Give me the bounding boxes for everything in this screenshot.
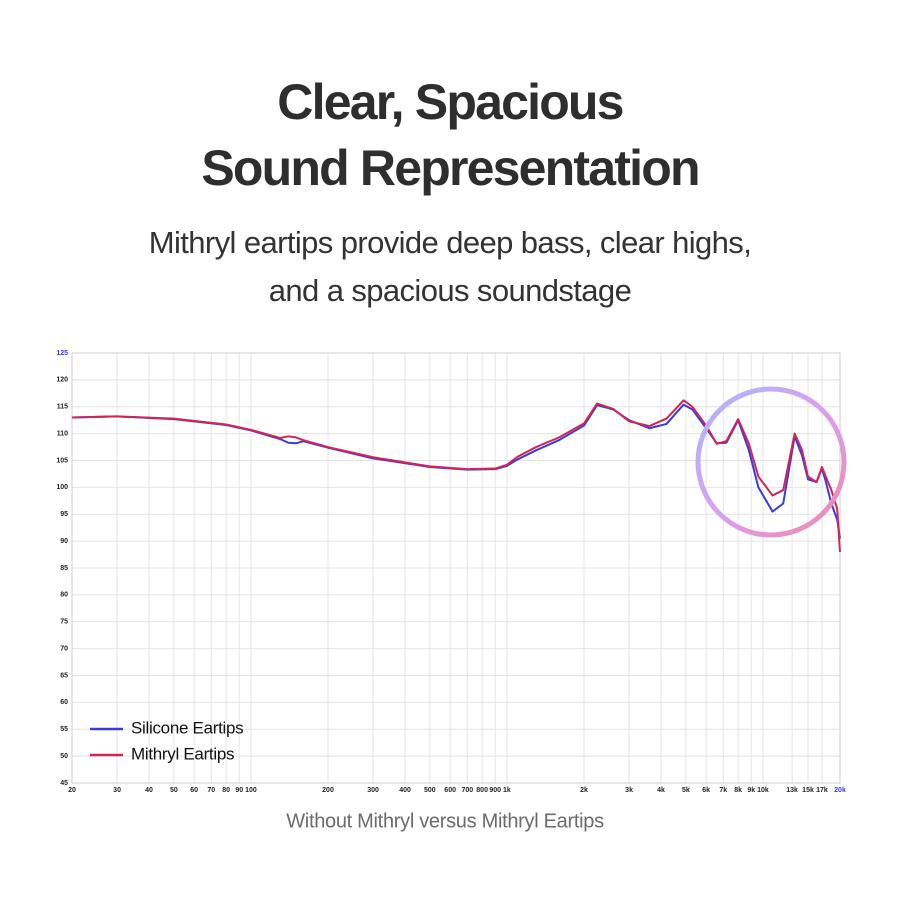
x-tick-label: 700 xyxy=(461,787,473,794)
x-tick-label: 70 xyxy=(207,787,215,794)
x-tick-label: 30 xyxy=(113,787,121,794)
y-tick-label: 45 xyxy=(60,780,68,787)
y-tick-label: 110 xyxy=(57,430,68,437)
x-tick-label: 10k xyxy=(757,787,769,794)
highlight-ring xyxy=(695,386,847,538)
x-tick-label: 50 xyxy=(170,787,178,794)
x-tick-label: 7k xyxy=(719,787,727,794)
x-tick-label: 20 xyxy=(68,787,76,794)
y-tick-label: 115 xyxy=(57,404,68,411)
x-tick-label: 200 xyxy=(322,787,334,794)
x-tick-label: 100 xyxy=(245,787,257,794)
y-tick-label: 60 xyxy=(60,699,68,706)
y-tick-label: 55 xyxy=(60,726,68,733)
x-tick-label: 900 xyxy=(489,787,501,794)
title-line: Sound Representation xyxy=(201,140,698,196)
x-tick-label: 20k xyxy=(834,787,846,794)
y-tick-label: 90 xyxy=(60,538,68,545)
x-tick-label: 800 xyxy=(476,787,488,794)
x-tick-label: 15k xyxy=(802,787,814,794)
x-tick-label: 1k xyxy=(503,787,511,794)
subtitle-line: Mithryl eartips provide deep bass, clear… xyxy=(149,225,751,260)
x-tick-label: 2k xyxy=(580,787,588,794)
y-tick-label: 120 xyxy=(56,377,68,384)
x-tick-label: 9k xyxy=(747,787,755,794)
y-tick-label: 85 xyxy=(60,565,68,572)
x-tick-label: 4k xyxy=(657,787,665,794)
x-tick-label: 3k xyxy=(625,787,633,794)
y-tick-label: 80 xyxy=(60,592,68,599)
plot: 45 50 55 60 65 70 75 80 85 90 95 100 105 110 115 120 125… xyxy=(56,350,846,794)
y-tick-label: 105 xyxy=(56,457,68,464)
x-tick-label: 6k xyxy=(702,787,710,794)
x-tick-label: 13k xyxy=(786,787,798,794)
x-tick-label: 400 xyxy=(399,787,411,794)
subtitle-line: and a spacious soundstage xyxy=(269,273,631,308)
x-tick-label: 80 xyxy=(222,787,230,794)
plot-border xyxy=(71,352,841,784)
y-tick-label: 65 xyxy=(60,672,68,679)
series-line xyxy=(71,399,841,552)
x-tick-label: 300 xyxy=(367,787,379,794)
x-tick-label: 60 xyxy=(190,787,198,794)
x-tick-label: 600 xyxy=(444,787,456,794)
y-tick-label: 75 xyxy=(60,619,68,626)
legend-label: Silicone Eartips xyxy=(131,718,243,737)
y-tick-label: 70 xyxy=(60,645,68,652)
x-tick-label: 5k xyxy=(682,787,690,794)
x-tick-label: 500 xyxy=(424,787,436,794)
x-tick-label: 40 xyxy=(145,787,153,794)
caption: Without Mithryl versus Mithryl Eartips xyxy=(286,810,604,832)
title-line: Clear, Spacious xyxy=(277,74,622,130)
y-tick-label: 95 xyxy=(60,511,68,518)
x-tick-label: 8k xyxy=(734,787,742,794)
y-tick-label: 50 xyxy=(60,753,68,760)
y-tick-label: 125 xyxy=(56,350,68,357)
legend-label: Mithryl Eartips xyxy=(131,744,234,763)
x-tick-label: 17k xyxy=(816,787,828,794)
y-tick-label: 100 xyxy=(56,484,68,491)
x-tick-label: 90 xyxy=(235,787,243,794)
